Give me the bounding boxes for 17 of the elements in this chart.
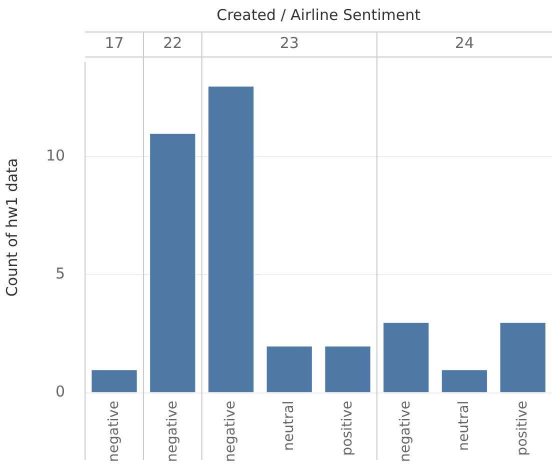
y-tick-label: 10 — [46, 146, 66, 164]
x-tick-label: positive — [514, 400, 530, 456]
x-tick-label: negative — [222, 400, 239, 462]
x-tick-label: neutral — [281, 400, 297, 451]
x-tick-label: negative — [398, 400, 414, 462]
x-tick-label: positive — [339, 400, 356, 456]
x-tick-label: negative — [106, 400, 122, 462]
x-tick-label: neutral — [456, 400, 472, 451]
y-tick-label: 0 — [56, 382, 66, 401]
chart-title: Created / Airline Sentiment — [216, 6, 421, 24]
x-tick-label: negative — [164, 400, 180, 462]
text: 23 — [280, 34, 299, 52]
text: 17 — [104, 34, 124, 52]
text: 22 — [163, 34, 182, 52]
text: 24 — [454, 34, 474, 52]
y-axis-title: Count of hw1 data — [2, 158, 21, 297]
y-tick-label: 5 — [56, 264, 66, 283]
